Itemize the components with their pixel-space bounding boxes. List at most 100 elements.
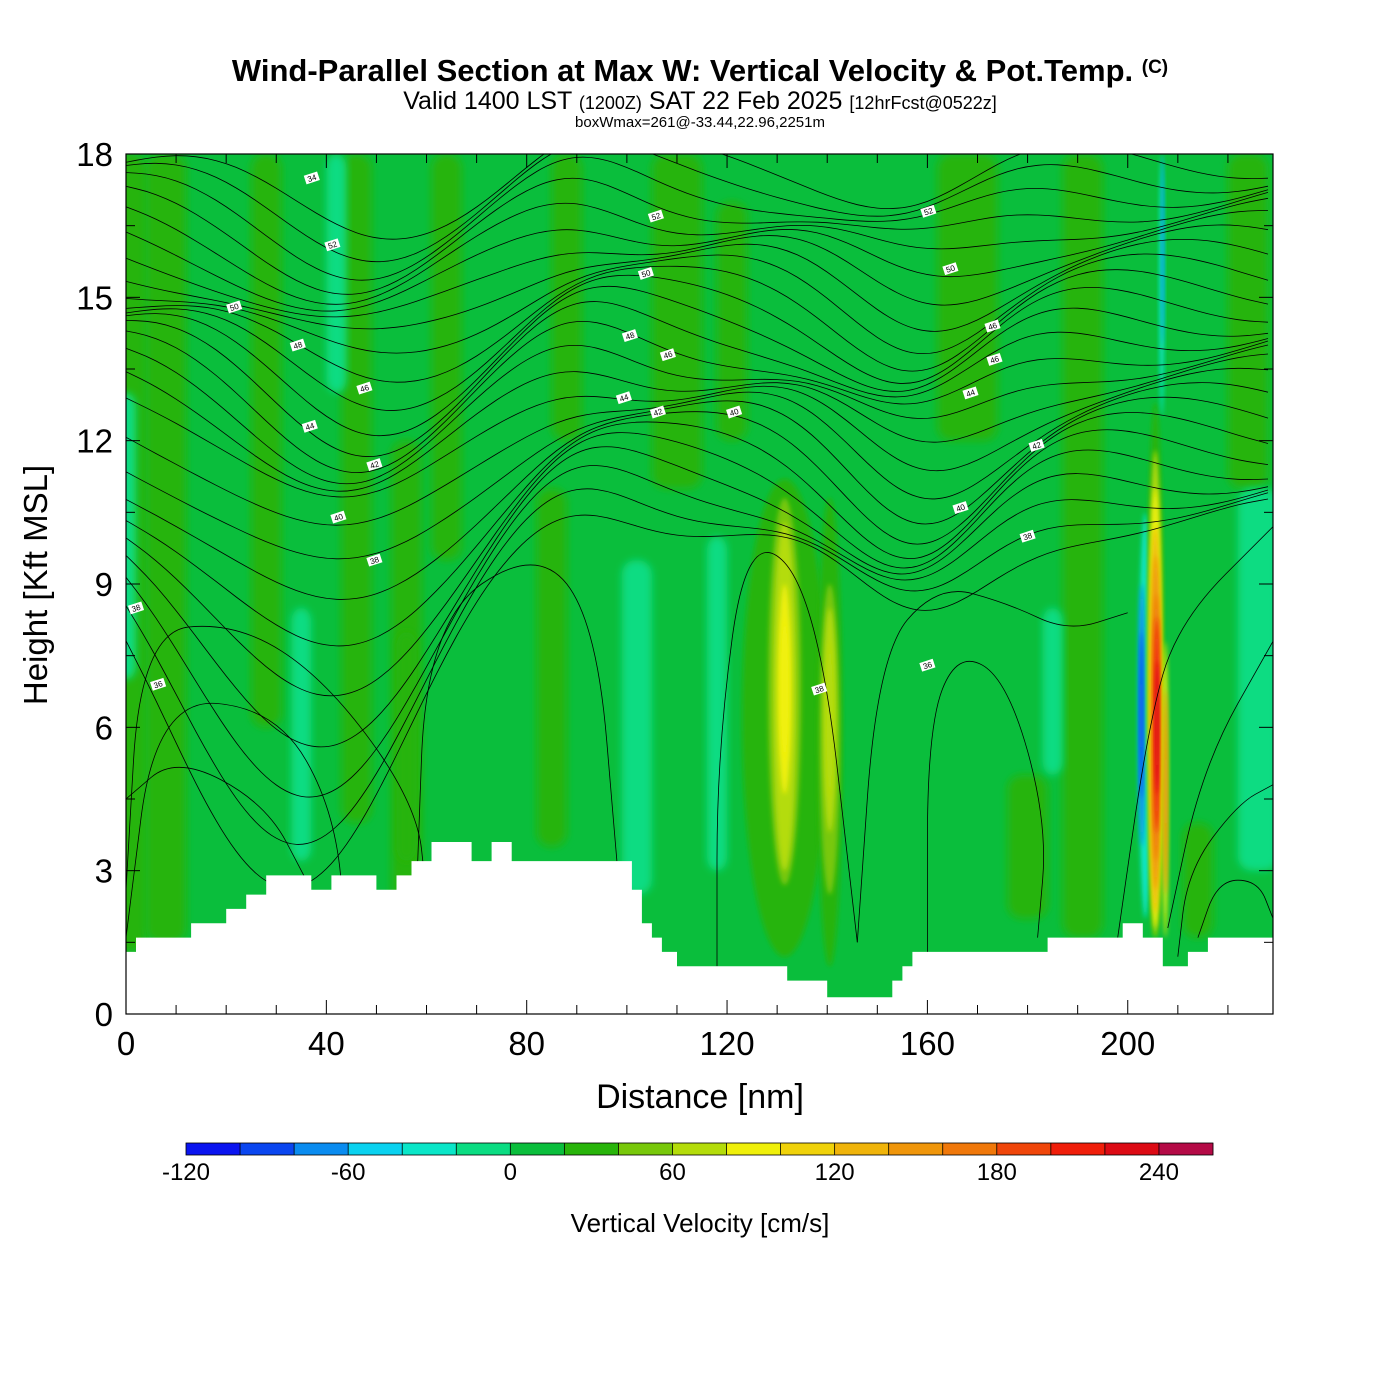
y-tick-label: 18 [76, 136, 113, 173]
theta-label-text: 38 [369, 555, 381, 566]
theta-label-box [962, 386, 979, 400]
field-column [717, 201, 748, 441]
theta-label-box [301, 419, 318, 433]
theta-contour [856, 591, 1128, 943]
colorbar-tick-label: -60 [331, 1159, 366, 1186]
theta-label-text: 50 [945, 263, 957, 274]
theta-label-text: 42 [369, 459, 381, 470]
copyright-mark: (C) [1141, 57, 1169, 78]
theta-label-text: 52 [923, 206, 935, 217]
field-column [326, 154, 347, 393]
theta-contour [126, 320, 1269, 474]
theta-label: 38 [1019, 529, 1036, 543]
theta-label-text: 42 [652, 407, 664, 418]
theta-label-text: 44 [304, 421, 316, 432]
field-column [396, 631, 417, 862]
colorbar-swatch [240, 1143, 295, 1155]
theta-label-box [811, 682, 828, 696]
field-column [1182, 822, 1213, 938]
theta-label-box [127, 601, 145, 615]
theta-label-text: 38 [814, 684, 826, 695]
theta-contour [126, 285, 1269, 437]
colorbar-label: Vertical Velocity [cm/s] [571, 1208, 830, 1238]
theta-label: 38 [127, 601, 145, 615]
field-column [937, 154, 998, 441]
theta-label-box [952, 501, 969, 515]
terrain [126, 842, 1273, 1014]
colorbar-swatch [294, 1143, 349, 1155]
theta-contour [126, 367, 1269, 498]
colorbar-swatch [888, 1143, 944, 1155]
colorbar-tick-label: 120 [815, 1159, 855, 1186]
theta-label-text: 52 [327, 239, 339, 250]
field-column [341, 154, 372, 823]
field-plume [1155, 660, 1160, 795]
theta-label-box [366, 553, 383, 567]
theta-label: 44 [301, 419, 318, 433]
colorbar-frame [185, 1142, 1214, 1156]
theta-label: 38 [366, 553, 383, 567]
theta-contour [126, 382, 1269, 526]
theta-contour [1117, 526, 1273, 938]
theta-contour [126, 625, 427, 895]
theta-contour [126, 224, 1269, 318]
theta-label: 46 [984, 319, 1001, 333]
field-column [291, 607, 312, 862]
field-column [1237, 488, 1273, 871]
colorbar-swatch [780, 1143, 835, 1155]
colorbar-swatch [564, 1143, 619, 1155]
y-axis-label: Height [Kft MSL] [17, 465, 54, 705]
theta-label-box [647, 209, 664, 223]
theta-label-text: 40 [955, 502, 967, 513]
theta-isentropes [126, 154, 1273, 967]
theta-label-box [919, 658, 936, 672]
theta-label-box [366, 458, 383, 472]
colorbar-tick-label: 0 [504, 1159, 517, 1186]
theta-label-text: 46 [989, 354, 1001, 365]
colorbar-swatch [510, 1143, 565, 1155]
theta-contour [126, 446, 1269, 748]
theta-label: 52 [324, 238, 341, 252]
field-column [536, 488, 567, 847]
theta-label: 44 [962, 386, 979, 400]
theta-label-text: 36 [922, 660, 934, 671]
theta-contour [126, 344, 1269, 485]
x-tick-label: 200 [1100, 1025, 1155, 1062]
chart-header: Wind-Parallel Section at Max W: Vertical… [0, 50, 1400, 130]
x-tick-label: 80 [508, 1025, 545, 1062]
theta-label-box [330, 510, 347, 524]
colorbar-swatch [834, 1143, 889, 1155]
x-axis-label: Distance [nm] [596, 1078, 804, 1116]
subtitle-utc: (1200Z) [578, 93, 642, 113]
theta-label-box [984, 319, 1001, 333]
colorbar-tick-label: -120 [162, 1159, 210, 1186]
theta-contour [126, 353, 1269, 492]
theta-contour [126, 210, 1269, 312]
theta-label: 40 [952, 501, 969, 515]
theta-contour [926, 660, 1044, 957]
theta-label-box [649, 405, 666, 419]
field-column [251, 154, 282, 728]
theta-contour [126, 421, 1269, 647]
colorbar-swatch [996, 1143, 1052, 1155]
theta-label-box [942, 262, 959, 276]
theta-label-text: 46 [662, 349, 674, 360]
theta-label-text: 48 [292, 340, 304, 351]
theta-label-text: 46 [987, 321, 999, 332]
field-plume [1139, 631, 1144, 800]
theta-label-box [356, 381, 373, 395]
x-tick-label: 40 [308, 1025, 345, 1062]
theta-contour [126, 702, 347, 957]
colorbar-swatch [1050, 1143, 1106, 1155]
theta-label-text: 38 [131, 603, 143, 614]
x-tick-label: 120 [700, 1025, 755, 1062]
theta-label-box [1019, 529, 1036, 543]
theta-label: 46 [659, 348, 676, 362]
theta-contour [126, 274, 1269, 411]
theta-contour [1167, 641, 1273, 929]
vertical-velocity-field: 34 52 50 48 46 44 42 40 38 38 36 52 50 48 46 44 42 40 52 50… [126, 154, 1273, 1014]
x-tick-label: 0 [117, 1025, 135, 1062]
theta-contour [1197, 879, 1273, 938]
field-column [431, 154, 462, 561]
